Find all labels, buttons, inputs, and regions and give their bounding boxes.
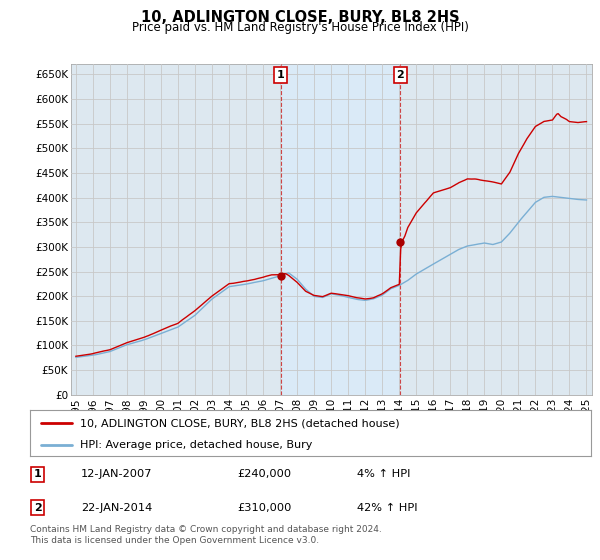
Text: 42% ↑ HPI: 42% ↑ HPI (357, 503, 418, 513)
Text: 1: 1 (34, 469, 41, 479)
Text: HPI: Average price, detached house, Bury: HPI: Average price, detached house, Bury (80, 440, 313, 450)
Text: Contains HM Land Registry data © Crown copyright and database right 2024.
This d: Contains HM Land Registry data © Crown c… (30, 525, 382, 545)
Bar (281, 64, 400, 395)
Text: £310,000: £310,000 (237, 503, 292, 513)
Text: 10, ADLINGTON CLOSE, BURY, BL8 2HS: 10, ADLINGTON CLOSE, BURY, BL8 2HS (140, 10, 460, 25)
Text: 10, ADLINGTON CLOSE, BURY, BL8 2HS (detached house): 10, ADLINGTON CLOSE, BURY, BL8 2HS (deta… (80, 418, 400, 428)
Text: 2: 2 (397, 70, 404, 80)
Text: Price paid vs. HM Land Registry's House Price Index (HPI): Price paid vs. HM Land Registry's House … (131, 21, 469, 34)
Text: 12-JAN-2007: 12-JAN-2007 (81, 469, 152, 479)
Text: 4% ↑ HPI: 4% ↑ HPI (357, 469, 410, 479)
Text: 22-JAN-2014: 22-JAN-2014 (81, 503, 152, 513)
Text: 1: 1 (277, 70, 284, 80)
Text: 2: 2 (34, 503, 41, 513)
Text: £240,000: £240,000 (237, 469, 291, 479)
